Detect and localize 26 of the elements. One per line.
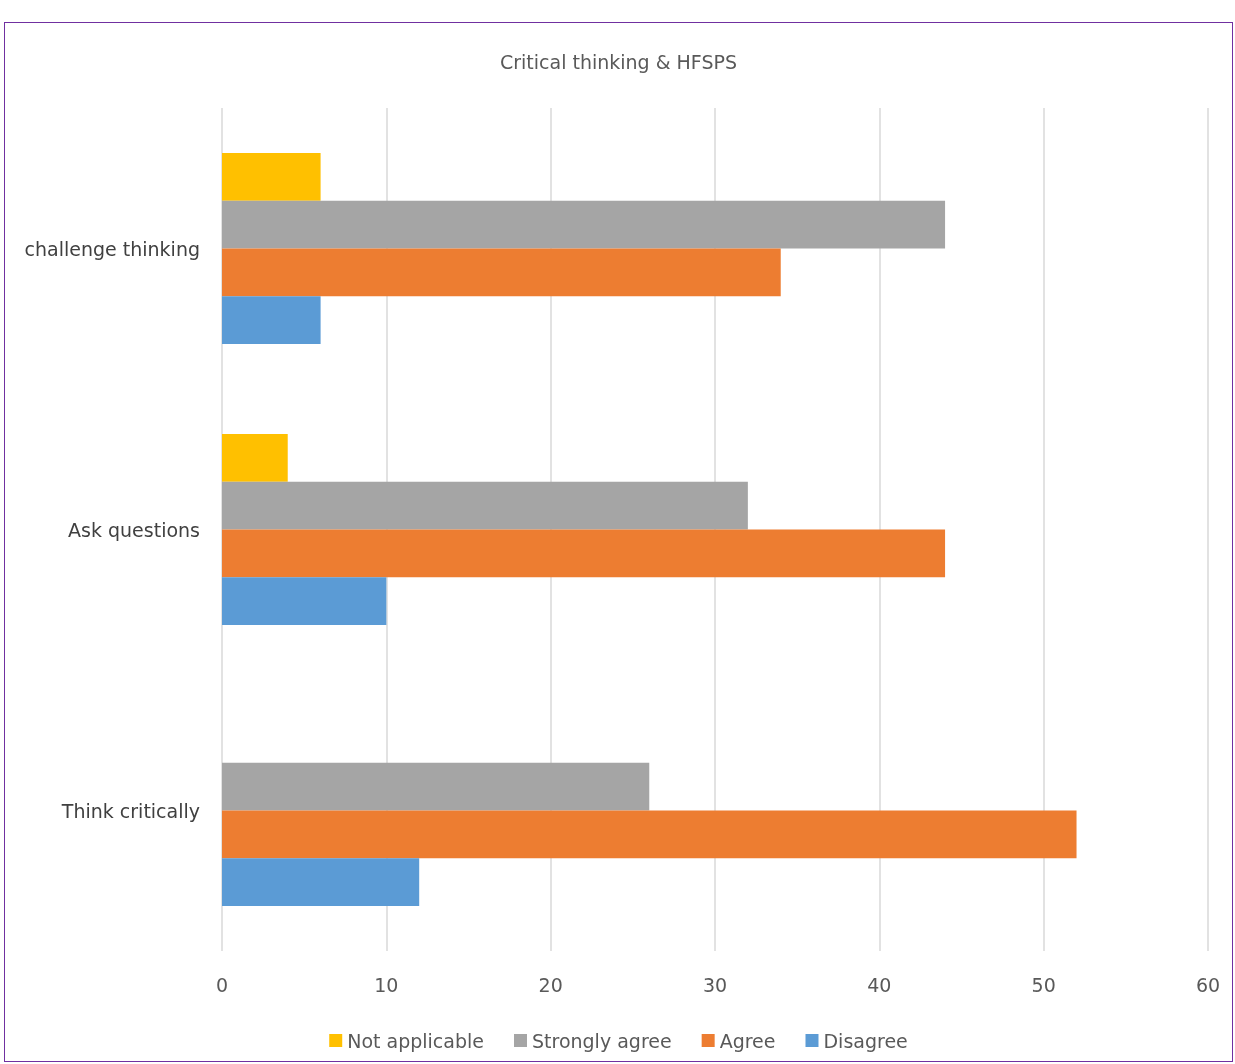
y-tick-label: Think critically bbox=[60, 799, 200, 822]
x-tick-label: 0 bbox=[215, 973, 229, 996]
bar bbox=[222, 810, 1077, 859]
bar bbox=[222, 248, 781, 297]
x-tick-label: 10 bbox=[374, 973, 399, 996]
bar bbox=[222, 529, 946, 578]
x-tick-label: 30 bbox=[702, 973, 728, 996]
x-tick-label: 20 bbox=[538, 973, 563, 996]
legend-label: Not applicable bbox=[347, 1029, 484, 1052]
x-tick-label: 40 bbox=[867, 973, 892, 996]
bar bbox=[222, 577, 387, 626]
bar bbox=[222, 152, 321, 201]
bar bbox=[222, 762, 650, 811]
legend-label: Strongly agree bbox=[531, 1029, 672, 1052]
y-tick-label: Ask questions bbox=[68, 518, 200, 541]
bar bbox=[222, 433, 288, 482]
bar bbox=[222, 296, 321, 345]
bar bbox=[222, 481, 748, 530]
bar bbox=[222, 858, 420, 907]
y-tick-label: challenge thinking bbox=[24, 237, 200, 260]
bar bbox=[222, 200, 946, 249]
x-tick-label: 60 bbox=[1195, 973, 1221, 996]
legend-label: Agree bbox=[719, 1029, 776, 1052]
x-tick-label: 50 bbox=[1031, 973, 1056, 996]
chart-title: Critical thinking & HFSPS bbox=[499, 50, 738, 73]
legend-label: Disagree bbox=[823, 1029, 908, 1052]
